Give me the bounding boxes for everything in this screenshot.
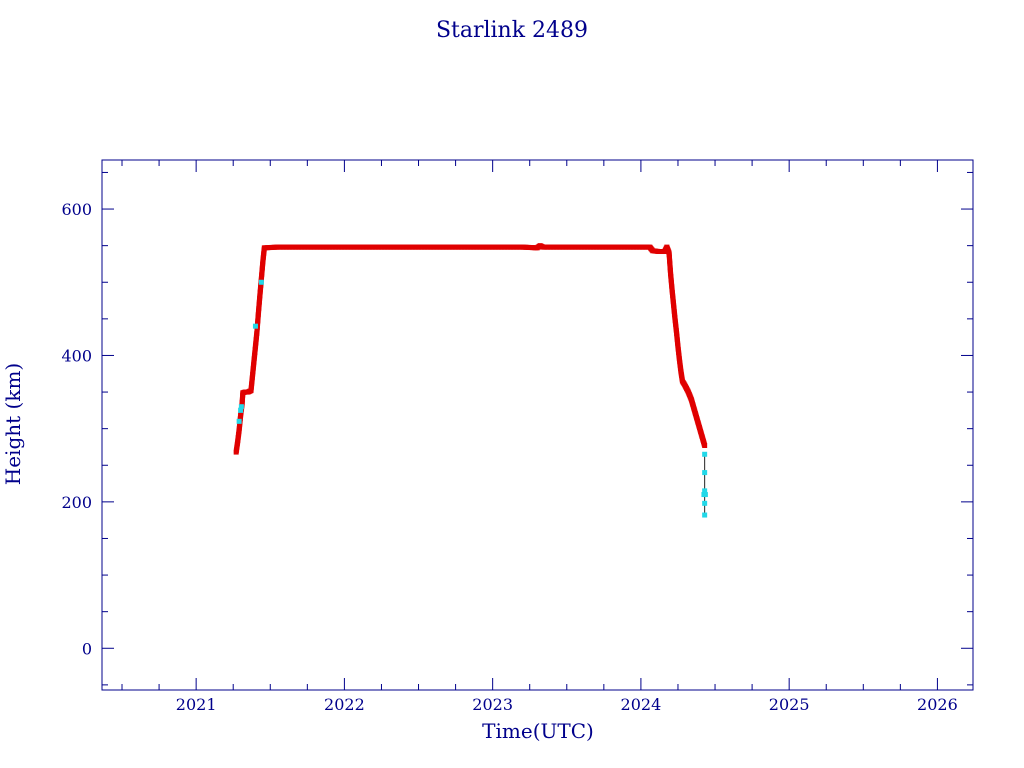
secondary-data-point: [702, 512, 708, 518]
secondary-data-point: [702, 488, 708, 494]
axis-ticks: [102, 160, 973, 690]
y-tick-label: 600: [61, 200, 92, 219]
y-tick-label: 400: [61, 346, 92, 365]
secondary-data-point: [702, 470, 708, 476]
x-axis-label: Time(UTC): [482, 719, 594, 743]
y-tick-label: 0: [82, 639, 92, 658]
plot-frame: [101, 159, 974, 691]
x-tick-label: 2021: [176, 695, 217, 714]
primary-series: [233, 243, 708, 455]
secondary-data-point: [252, 323, 258, 329]
x-tick-label: 2023: [472, 695, 513, 714]
plot-border: [101, 159, 974, 691]
secondary-data-point: [702, 451, 708, 457]
secondary-data-point: [238, 407, 244, 413]
secondary-data-point: [702, 500, 708, 506]
secondary-data-point: [701, 492, 707, 498]
x-tick-label: 2025: [769, 695, 810, 714]
x-tick-label: 2022: [324, 695, 365, 714]
secondary-data-point: [258, 279, 264, 285]
y-tick-label: 200: [61, 493, 92, 512]
primary-data-point: [702, 442, 708, 448]
x-tick-label: 2024: [621, 695, 662, 714]
x-tick-label: 2026: [917, 695, 958, 714]
chart-title: Starlink 2489: [436, 18, 588, 43]
y-axis-label: Height (km): [1, 363, 25, 485]
secondary-data-point: [236, 418, 242, 424]
secondary-series: [236, 279, 708, 518]
tick-labels: 2021 2022 2023 2024 2025 2026 0 200 400 600: [61, 200, 957, 714]
secondary-data-point: [238, 404, 244, 410]
